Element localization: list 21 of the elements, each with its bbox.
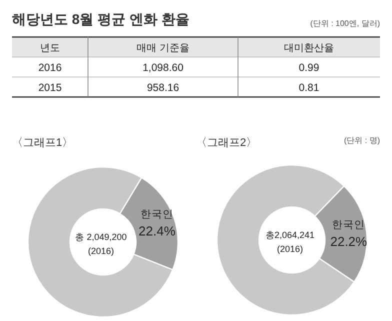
text: 958.16 <box>146 82 180 94</box>
category-label: 대미환산율 <box>284 43 334 54</box>
text: 0.81 <box>298 82 320 94</box>
text: 0.99 <box>298 62 320 74</box>
slice-label: 한국인 <box>140 208 174 221</box>
text: 총 2,049,200 <box>75 232 127 242</box>
text: 2015 <box>38 82 62 94</box>
text: (2016) <box>276 244 304 254</box>
text: (단위 : 100엔, 달러) <box>310 19 380 28</box>
text: 1,098.60 <box>142 62 184 74</box>
chart-subtitle: (단위 : 명) <box>344 136 380 145</box>
text: 해당년도 8월 평균 엔화 환율 <box>12 11 190 27</box>
chart-title: 〈그래프2〉 <box>196 137 258 149</box>
chart-title: 〈그래프1〉 <box>12 137 74 149</box>
slice-label: 한국인 <box>332 219 366 231</box>
text: (2016) <box>88 246 114 256</box>
category-label: 매매 기준율 <box>136 43 190 54</box>
text: 총2,064,241 <box>265 230 315 240</box>
data-label: 22.4% <box>138 224 176 239</box>
category-label: 년도 <box>40 43 60 54</box>
text: 2016 <box>38 62 62 74</box>
